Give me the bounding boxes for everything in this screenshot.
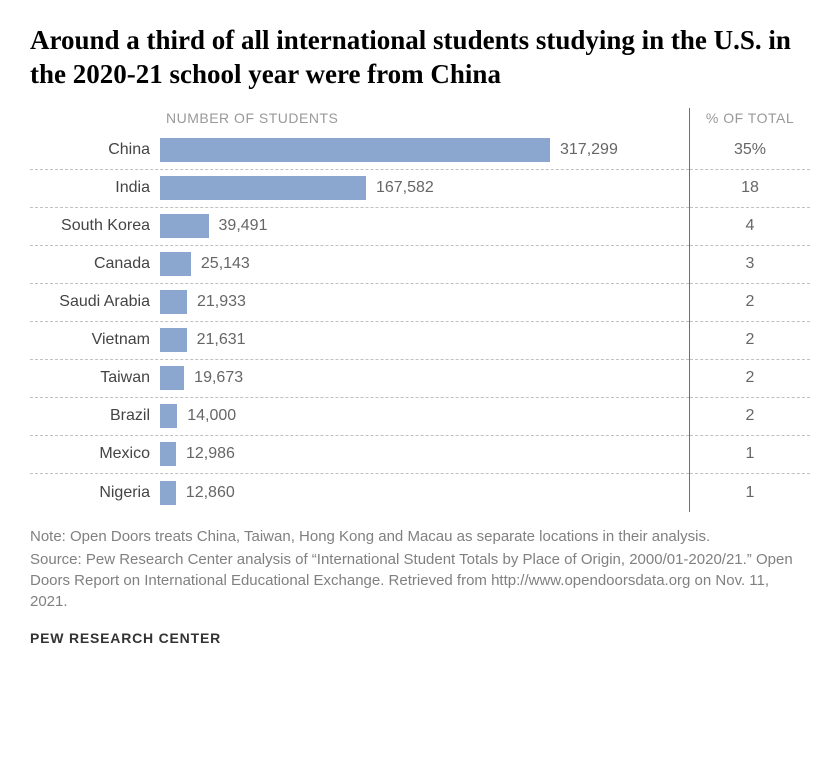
bar-value: 19,673 (184, 369, 243, 387)
pct-value: 1 (690, 436, 810, 474)
country-label: Vietnam (30, 331, 160, 349)
pct-value: 2 (690, 322, 810, 360)
bar (160, 328, 187, 352)
bar-area: 12,860 (160, 474, 689, 512)
students-header: NUMBER OF STUDENTS (160, 110, 689, 126)
pct-value: 18 (690, 170, 810, 208)
bar-area: 167,582 (160, 170, 689, 207)
pct-header: % OF TOTAL (690, 110, 810, 126)
source-text: Source: Pew Research Center analysis of … (30, 549, 810, 612)
bar-area: 39,491 (160, 208, 689, 245)
country-label: South Korea (30, 217, 160, 235)
bar-area: 21,631 (160, 322, 689, 359)
bar-value: 25,143 (191, 255, 250, 273)
bar-area: 25,143 (160, 246, 689, 283)
bar-value: 21,631 (187, 331, 246, 349)
data-row: South Korea 39,491 (30, 208, 689, 246)
bar-value: 167,582 (366, 179, 434, 197)
bar (160, 252, 191, 276)
pct-value: 4 (690, 208, 810, 246)
pct-value: 2 (690, 360, 810, 398)
bar-value: 317,299 (550, 141, 618, 159)
pct-value: 1 (690, 474, 810, 512)
header-row: NUMBER OF STUDENTS % OF TOTAL (30, 110, 810, 126)
pct-value: 3 (690, 246, 810, 284)
data-row: China 317,299 (30, 132, 689, 170)
country-label: India (30, 179, 160, 197)
country-label: Brazil (30, 407, 160, 425)
bar (160, 481, 176, 505)
bar (160, 366, 184, 390)
pct-value: 35% (690, 132, 810, 170)
country-label: Mexico (30, 445, 160, 463)
data-row: Taiwan 19,673 (30, 360, 689, 398)
data-row: Mexico 12,986 (30, 436, 689, 474)
data-rows: China 317,299 India 167,582 South Korea 39,49… (30, 132, 810, 512)
data-row: Canada 25,143 (30, 246, 689, 284)
bar (160, 290, 187, 314)
bar (160, 214, 209, 238)
bar-area: 19,673 (160, 360, 689, 397)
country-label: Saudi Arabia (30, 293, 160, 311)
country-label: Taiwan (30, 369, 160, 387)
data-row: Brazil 14,000 (30, 398, 689, 436)
pct-value: 2 (690, 284, 810, 322)
bar-area: 317,299 (160, 132, 689, 169)
note-text: Note: Open Doors treats China, Taiwan, H… (30, 526, 810, 547)
country-label: Canada (30, 255, 160, 273)
bar-area: 21,933 (160, 284, 689, 321)
bar (160, 404, 177, 428)
attribution: PEW RESEARCH CENTER (30, 630, 810, 646)
country-label: Nigeria (30, 484, 160, 502)
bar-area: 12,986 (160, 436, 689, 473)
bar-value: 39,491 (209, 217, 268, 235)
data-row: India 167,582 (30, 170, 689, 208)
bar (160, 138, 550, 162)
bar (160, 442, 176, 466)
bar-value: 21,933 (187, 293, 246, 311)
bar-value: 14,000 (177, 407, 236, 425)
bar-value: 12,986 (176, 445, 235, 463)
bar-area: 14,000 (160, 398, 689, 435)
bar-value: 12,860 (176, 484, 235, 502)
chart-container: NUMBER OF STUDENTS % OF TOTAL China 317,2… (30, 110, 810, 512)
note-section: Note: Open Doors treats China, Taiwan, H… (30, 526, 810, 612)
data-row: Saudi Arabia 21,933 (30, 284, 689, 322)
bar (160, 176, 366, 200)
data-row: Nigeria 12,860 (30, 474, 689, 512)
pct-value: 2 (690, 398, 810, 436)
country-label: China (30, 141, 160, 159)
data-row: Vietnam 21,631 (30, 322, 689, 360)
chart-title: Around a third of all international stud… (30, 24, 810, 92)
